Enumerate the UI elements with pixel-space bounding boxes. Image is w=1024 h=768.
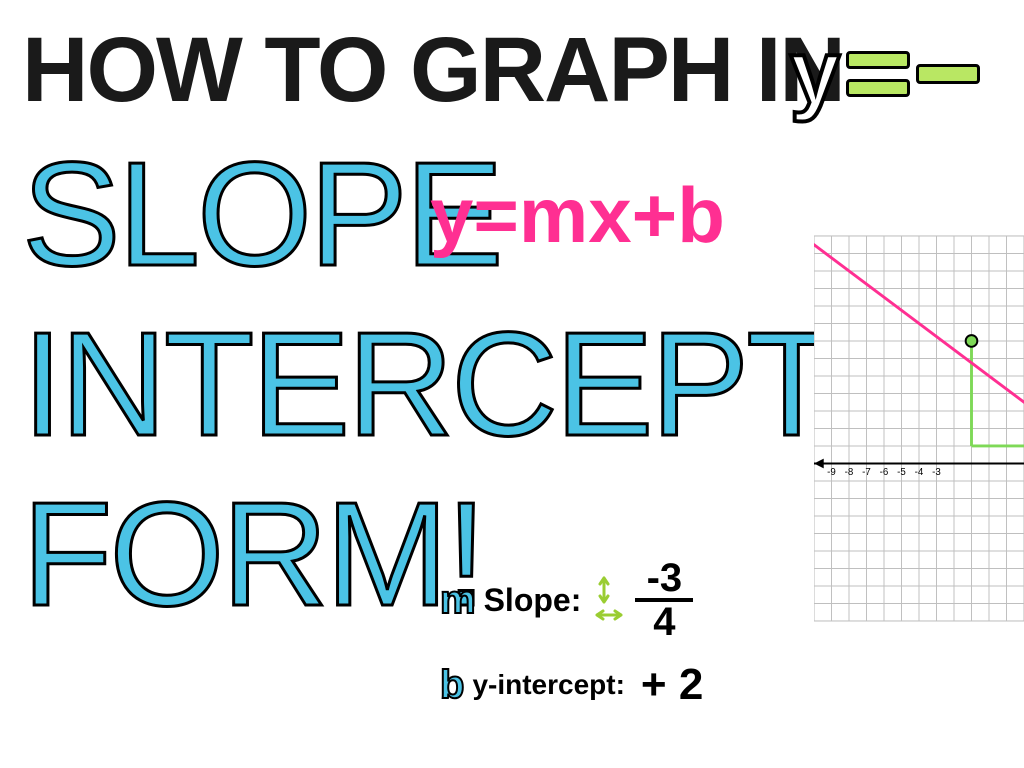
equation-top: y [790, 22, 980, 125]
intercept-value: + 2 [641, 660, 703, 710]
title-line-1: HOW TO GRAPH IN [22, 18, 844, 123]
svg-text:-7: -7 [862, 467, 871, 478]
slope-numerator: -3 [647, 560, 683, 596]
svg-text:-6: -6 [880, 467, 889, 478]
svg-text:-5: -5 [897, 467, 906, 478]
equation-top-y: y [790, 22, 840, 125]
slope-info: m Slope: -3 4 [440, 560, 693, 640]
title-line-2: SLOPE [22, 130, 501, 300]
slope-fraction: -3 4 [635, 560, 693, 640]
intercept-label: y-intercept: [472, 669, 624, 701]
intercept-info: b y-intercept: + 2 [440, 660, 703, 710]
svg-text:-9: -9 [827, 467, 836, 478]
title-line-3: INTERCEPT [22, 300, 834, 470]
slope-denominator: 4 [653, 604, 675, 640]
intercept-b-bubble: b [440, 663, 464, 708]
slope-m-bubble: m [440, 578, 476, 623]
equals-sign-icon [846, 51, 910, 97]
graph-svg: -9 -8 -7 -6 -5 -4 -3 [814, 230, 1024, 660]
slope-arrows-icon [595, 576, 623, 624]
svg-text:-3: -3 [932, 467, 941, 478]
svg-text:-4: -4 [915, 467, 924, 478]
title-line-4: FORM! [22, 470, 484, 640]
minus-sign-icon [916, 64, 980, 84]
equation-formula: y=mx+b [430, 170, 725, 261]
svg-text:-8: -8 [845, 467, 854, 478]
slope-label: Slope: [484, 582, 582, 619]
coordinate-graph: -9 -8 -7 -6 -5 -4 -3 [814, 230, 1024, 660]
